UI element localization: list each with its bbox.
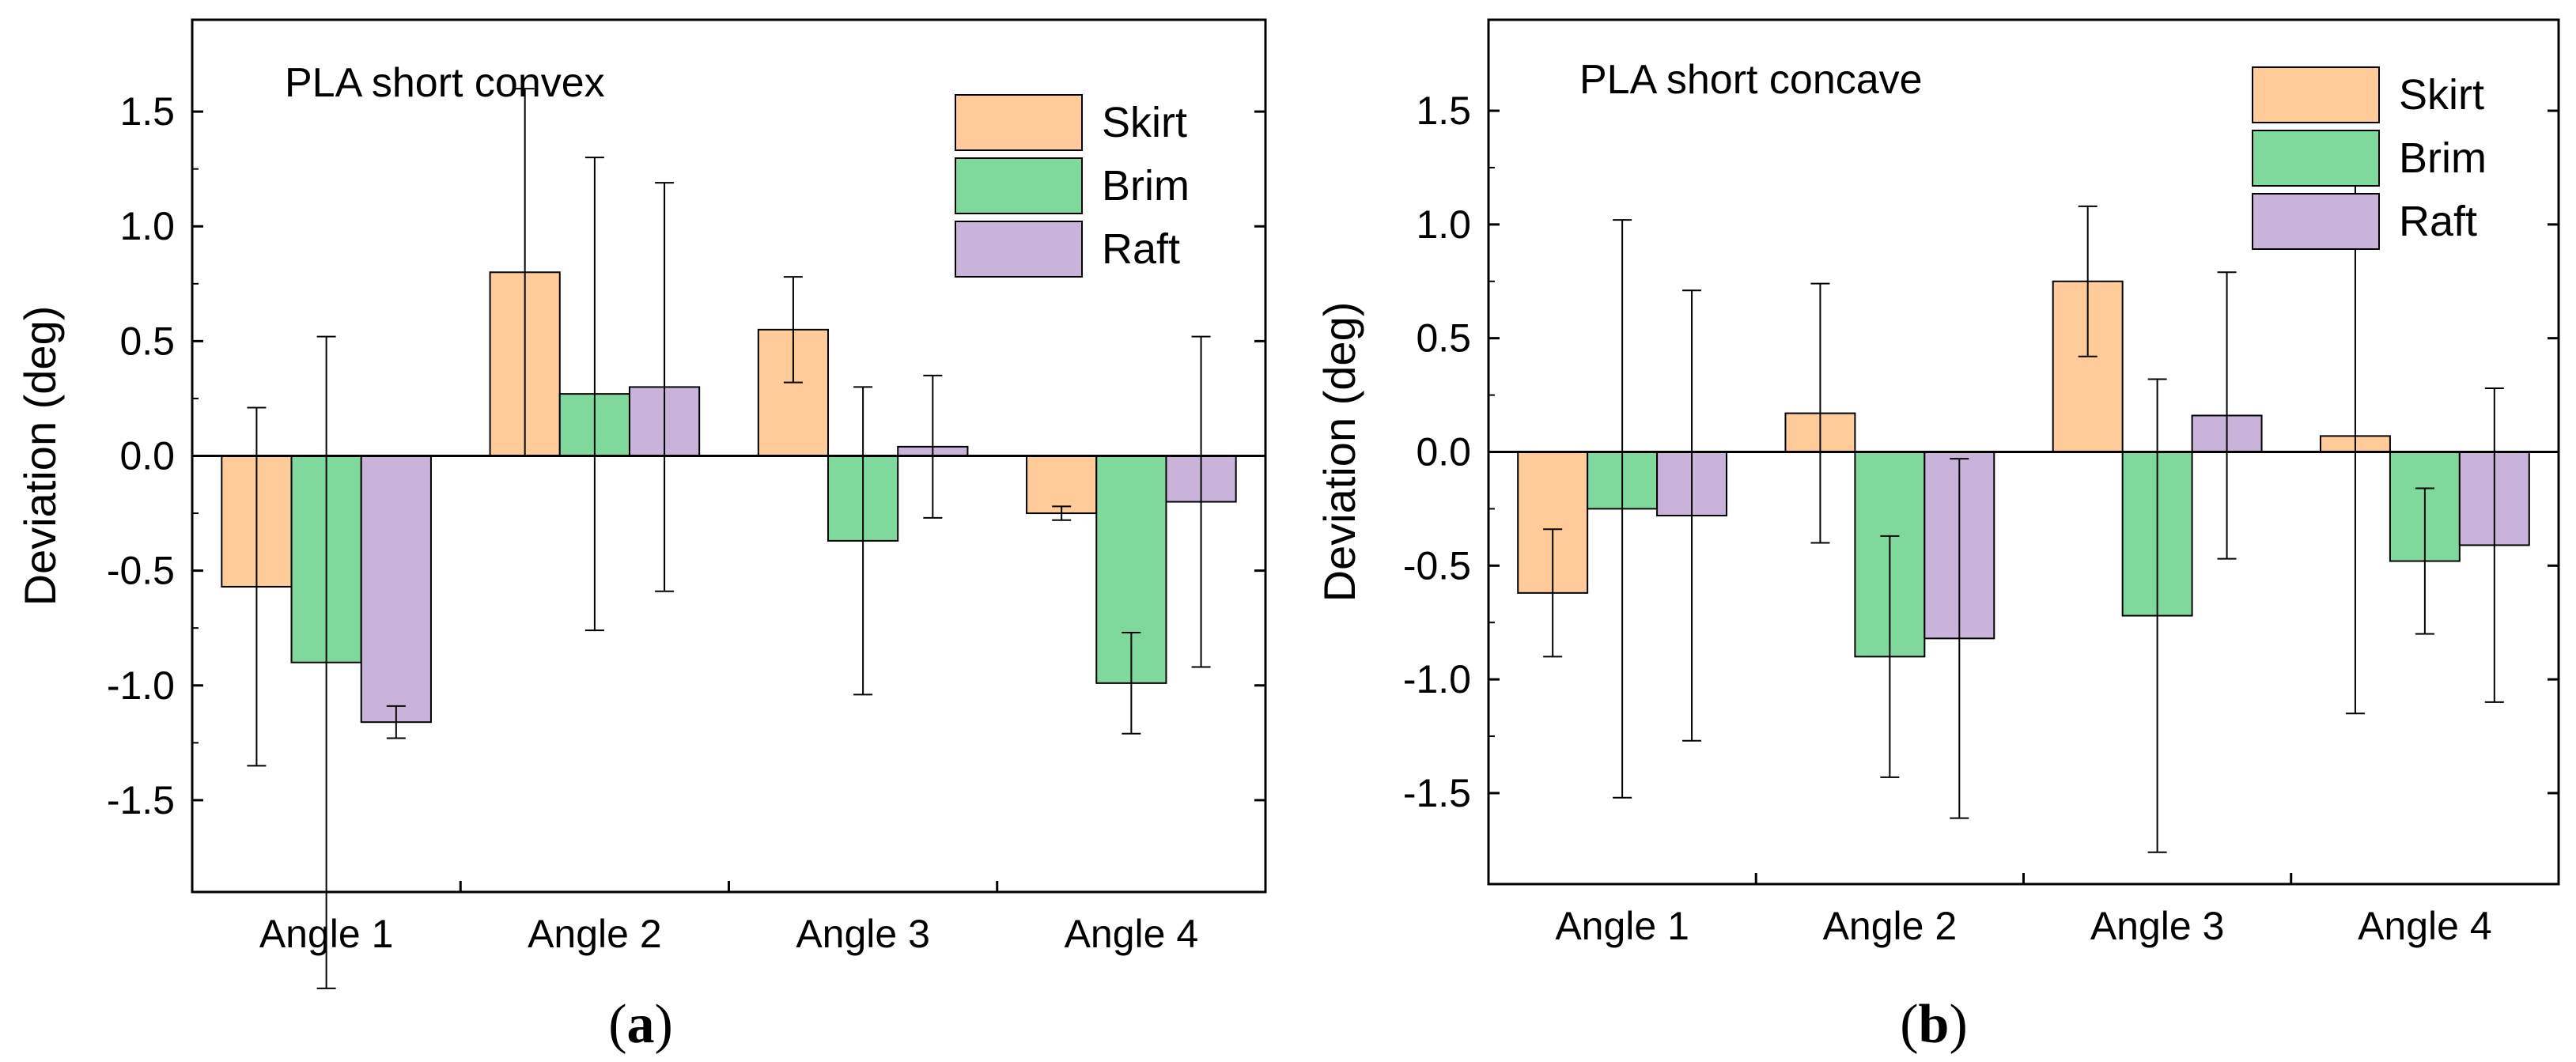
legend-label-raft: Raft <box>2399 198 2477 245</box>
legend-swatch-skirt <box>955 94 1083 151</box>
legend-label-raft: Raft <box>1102 225 1180 273</box>
y-tick-label: 0.5 <box>119 319 175 363</box>
bar-skirt <box>1517 451 1589 594</box>
bar-skirt <box>1026 455 1098 515</box>
y-tick-label: -1.5 <box>107 778 175 822</box>
legend: Skirt Brim Raft <box>955 94 1190 278</box>
panel-caption: (a) <box>608 994 673 1055</box>
y-tick-label: -0.5 <box>107 549 175 593</box>
y-tick-label: -1.0 <box>1403 657 1471 701</box>
legend-label-skirt: Skirt <box>1102 99 1187 146</box>
x-tick-label: Angle 3 <box>2090 904 2225 948</box>
y-axis-title: Deviation (deg) <box>1314 302 1364 603</box>
legend-swatch-raft <box>2252 193 2380 250</box>
chart-panel-b: -1.5 -1.0 -0.5 0.0 0.5 1.0 1.5 Deviation (deg) A… <box>1314 18 2560 1055</box>
y-tick-label: 1.5 <box>119 89 175 134</box>
y-tick-label: -0.5 <box>1403 543 1471 588</box>
y-tick-label: 1.0 <box>119 204 175 248</box>
chart-title: PLA short convex <box>285 60 605 106</box>
x-tick-label: Angle 2 <box>1823 904 1958 948</box>
chart-title: PLA short concave <box>1579 57 1923 103</box>
panel-caption: (b) <box>1900 994 1968 1055</box>
legend-swatch-skirt <box>2252 66 2380 123</box>
y-tick-label: 1.0 <box>1416 202 1471 247</box>
y-tick-label: -1.0 <box>107 663 175 708</box>
legend-label-brim: Brim <box>1102 162 1190 210</box>
y-tick-label: 0.0 <box>1416 430 1471 474</box>
legend-swatch-raft <box>955 221 1083 278</box>
legend-label-skirt: Skirt <box>2399 71 2484 119</box>
y-tick-label: 1.5 <box>1416 89 1471 133</box>
legend-swatch-brim <box>955 157 1083 214</box>
chart-panel-a: -1.5 -1.0 -0.5 0.0 0.5 1.0 1.5 Deviation (deg) A… <box>15 18 1267 1055</box>
x-tick-label: Angle 4 <box>2358 904 2492 948</box>
legend: Skirt Brim Raft <box>2252 66 2487 250</box>
x-tick-label: Angle 4 <box>1065 912 1199 956</box>
legend-label-brim: Brim <box>2399 134 2487 182</box>
y-axis-title: Deviation (deg) <box>15 306 65 607</box>
bar-raft <box>360 455 432 724</box>
y-tick-label: 0.0 <box>119 434 175 478</box>
legend-swatch-brim <box>2252 130 2380 187</box>
y-tick-label: 0.5 <box>1416 316 1471 361</box>
x-tick-label: Angle 3 <box>796 912 930 956</box>
x-tick-label: Angle 2 <box>528 912 662 956</box>
x-tick-label: Angle 1 <box>1555 904 1689 948</box>
y-tick-label: -1.5 <box>1403 771 1471 815</box>
